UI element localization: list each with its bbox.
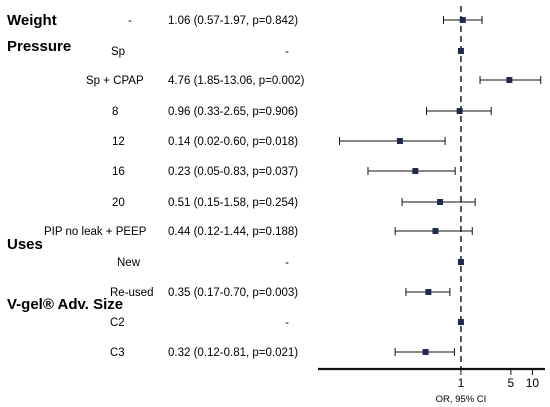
row-label: Sp + CPAP bbox=[86, 75, 144, 87]
row-label: New bbox=[117, 257, 141, 269]
or-point bbox=[396, 138, 403, 144]
row-estimate: - bbox=[285, 317, 289, 329]
row-estimate: - bbox=[285, 46, 289, 58]
group-label: V-gel® Adv. Size bbox=[7, 296, 123, 313]
row-label: 12 bbox=[112, 136, 125, 148]
row-estimate: - bbox=[285, 257, 289, 269]
or-point bbox=[456, 108, 463, 114]
x-tick-label: 1 bbox=[458, 376, 465, 390]
or-point bbox=[459, 17, 466, 23]
row-estimate: 0.44 (0.12-1.44, p=0.188) bbox=[168, 226, 298, 238]
or-point bbox=[425, 289, 432, 295]
x-tick-label: 10 bbox=[526, 376, 540, 390]
group-label: Weight bbox=[7, 12, 57, 29]
or-point bbox=[422, 349, 429, 355]
row-label: 8 bbox=[112, 106, 118, 118]
or-point bbox=[437, 199, 444, 205]
group-label: Pressure bbox=[7, 38, 71, 55]
row-label: 20 bbox=[112, 197, 125, 209]
row-estimate: 0.35 (0.17-0.70, p=0.003) bbox=[168, 287, 298, 299]
row-estimate: 4.76 (1.85-13.06, p=0.002) bbox=[168, 75, 305, 87]
group-label: Uses bbox=[7, 236, 43, 253]
or-point bbox=[432, 228, 439, 234]
x-tick-label: 5 bbox=[508, 376, 515, 390]
row-estimate: 0.51 (0.15-1.58, p=0.254) bbox=[168, 197, 298, 209]
row-estimate: 1.06 (0.57-1.97, p=0.842) bbox=[168, 15, 298, 27]
or-point bbox=[412, 168, 419, 174]
or-point bbox=[506, 77, 513, 83]
or-point bbox=[457, 319, 464, 325]
row-label: Re-used bbox=[110, 287, 153, 299]
row-label: - bbox=[128, 15, 132, 27]
row-estimate: 0.32 (0.12-0.81, p=0.021) bbox=[168, 347, 298, 359]
row-label: 16 bbox=[112, 166, 125, 178]
row-estimate: 0.14 (0.02-0.60, p=0.018) bbox=[168, 136, 298, 148]
row-label: Sp bbox=[111, 46, 125, 58]
row-estimate: 0.23 (0.05-0.83, p=0.037) bbox=[168, 166, 298, 178]
row-label: PIP no leak + PEEP bbox=[44, 226, 147, 238]
or-point bbox=[457, 48, 464, 54]
row-label: C2 bbox=[110, 317, 125, 329]
or-point bbox=[457, 259, 464, 265]
row-label: C3 bbox=[110, 347, 125, 359]
x-axis-title: OR, 95% CI bbox=[436, 394, 487, 405]
row-estimate: 0.96 (0.33-2.65, p=0.906) bbox=[168, 106, 298, 118]
